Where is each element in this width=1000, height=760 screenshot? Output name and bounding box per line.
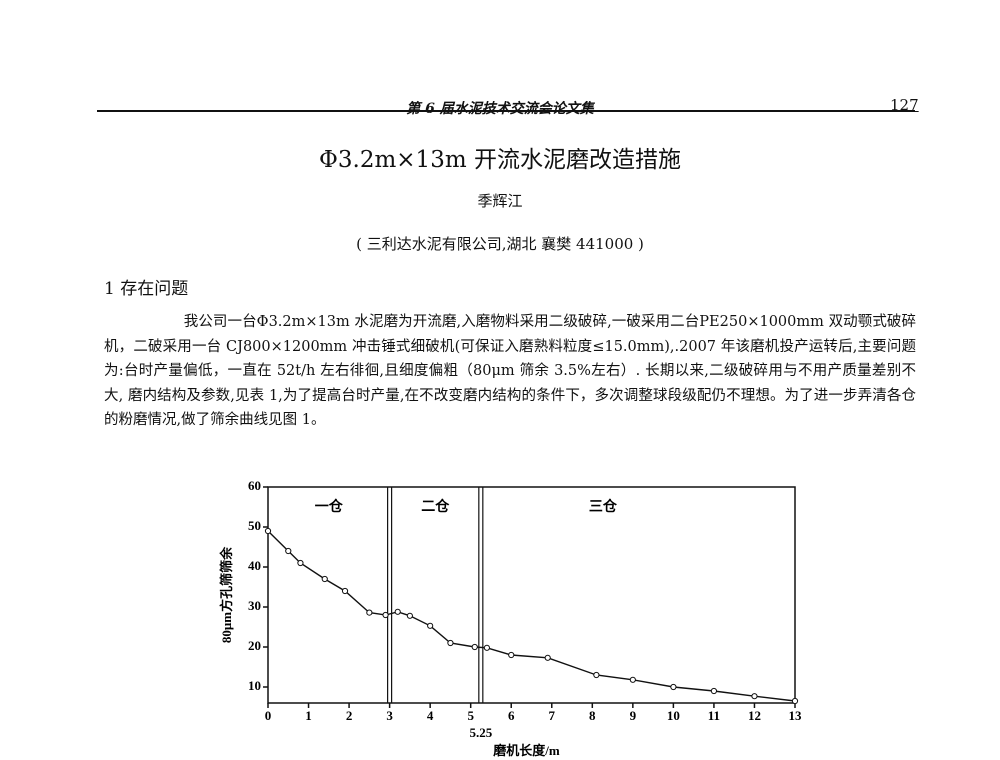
y-axis-label: 80μm方孔筛筛余	[219, 546, 234, 643]
data-point	[366, 609, 373, 616]
x-tick-label: 3	[386, 708, 393, 723]
x-tick-label: 1	[305, 708, 312, 723]
x-tick-label: 12	[748, 708, 761, 723]
data-point	[593, 671, 600, 679]
compartment-label: 二仓	[421, 498, 450, 515]
x-tick-label: 0	[265, 708, 272, 723]
data-point	[670, 683, 677, 691]
x-tick-label: 4	[427, 708, 434, 723]
data-point	[629, 676, 636, 683]
x-tick-label: 5	[467, 708, 474, 723]
compartment-label: 一仓	[315, 498, 344, 515]
x-tick-label: 6	[508, 708, 515, 723]
y-tick-label: 20	[248, 638, 261, 653]
x-tick-label: 13	[789, 708, 803, 723]
data-point	[483, 644, 491, 651]
x-tick-label: 11	[708, 708, 720, 723]
y-tick-label: 50	[248, 518, 261, 533]
data-point	[297, 559, 304, 567]
data-point	[427, 622, 434, 629]
divider-label: 5.25	[469, 725, 492, 740]
data-point	[791, 697, 799, 705]
title: Φ3.2m×13m 开流水泥磨改造措施	[319, 147, 681, 173]
y-tick-label: 40	[248, 558, 261, 573]
data-point	[751, 693, 758, 700]
data-point	[321, 575, 328, 583]
data-point	[471, 643, 478, 651]
data-point	[406, 612, 413, 619]
x-tick-label: 9	[630, 708, 637, 723]
compartment-label: 三仓	[589, 498, 618, 515]
y-tick-label: 60	[248, 478, 261, 493]
author: 季辉江	[477, 192, 523, 210]
x-tick-label: 10	[667, 708, 680, 723]
data-point	[544, 654, 551, 661]
x-tick-label: 7	[549, 708, 556, 723]
journal-header: 第 6 届水泥技术交流会论文集	[406, 101, 594, 117]
data-point	[508, 651, 515, 659]
data-point	[264, 527, 272, 535]
data-point	[394, 608, 401, 615]
page-number: 127	[890, 96, 919, 114]
y-tick-label: 30	[248, 598, 261, 613]
data-point	[382, 611, 389, 619]
y-tick-label: 10	[248, 678, 261, 693]
affiliation: ( 三利达水泥有限公司,湖北 襄樊 441000 )	[356, 235, 644, 253]
x-tick-label: 2	[346, 708, 353, 723]
plot-frame	[267, 486, 796, 704]
data-point	[710, 687, 718, 695]
data-line	[267, 530, 796, 702]
data-point	[285, 547, 292, 555]
x-axis-label: 磨机长度/m	[493, 743, 560, 758]
data-point	[447, 639, 454, 647]
header-rule	[97, 110, 915, 112]
section-heading: 1 存在问题	[104, 279, 189, 299]
data-point	[341, 587, 349, 595]
paragraph: 我公司一台Φ3.2m×13m 水泥磨为开流磨,入磨物料采用二级破碎,一破采用二台…	[104, 314, 916, 429]
x-tick-label: 8	[589, 708, 596, 723]
